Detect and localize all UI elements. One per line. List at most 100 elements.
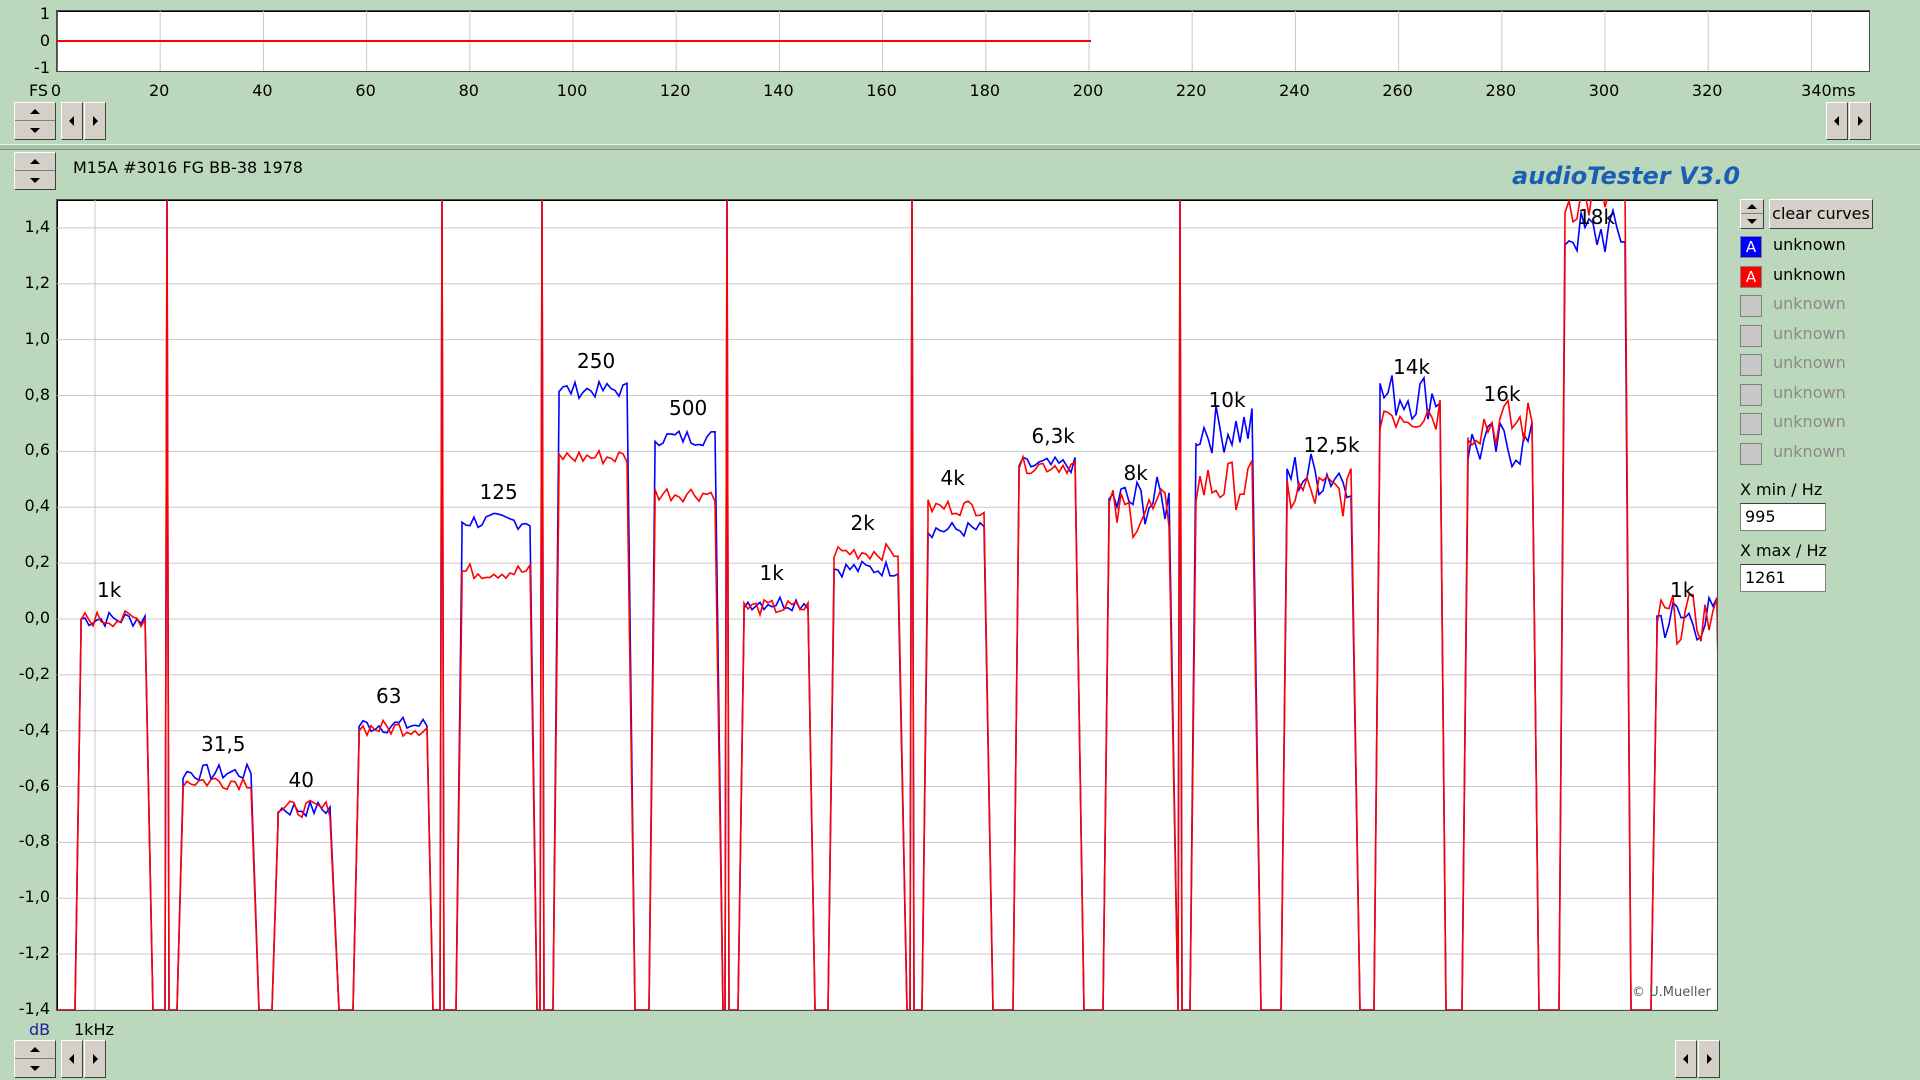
- top-xtick: 340ms: [1801, 81, 1856, 100]
- spin-up-button[interactable]: [15, 1041, 55, 1059]
- fs-label: FS: [29, 81, 49, 100]
- peak-label: 2k: [850, 510, 875, 535]
- arrow-right-icon: [93, 1054, 98, 1064]
- peak-label: 14k: [1393, 354, 1431, 379]
- curve-legend-label: unknown: [1773, 353, 1846, 372]
- curve-red: [57, 177, 1724, 1011]
- peak-label: 40: [288, 767, 314, 792]
- peak-label: 4k: [940, 466, 965, 491]
- top-xtick: 260: [1382, 81, 1413, 100]
- curve-color-swatch[interactable]: A: [1740, 265, 1762, 288]
- main-ytick: 0,8: [24, 384, 50, 404]
- curve-legend-label: unknown: [1773, 323, 1846, 343]
- top-xtick: 200: [1072, 81, 1104, 100]
- chevron-down-icon: [1747, 219, 1757, 224]
- peak-label: 18k: [1578, 205, 1616, 229]
- copyright-label: © U.Mueller: [1632, 985, 1711, 1000]
- curve-color-swatch[interactable]: [1740, 354, 1762, 376]
- top-right-scroll-left-button[interactable]: [1826, 102, 1848, 140]
- main-ytick: -0,6: [18, 775, 50, 795]
- top-ytick: -1: [34, 58, 50, 77]
- curve-color-swatch[interactable]: [1740, 383, 1762, 406]
- unit-label: dB: [29, 1020, 51, 1039]
- xmax-input[interactable]: 1261: [1740, 564, 1826, 592]
- main-ytick: 1,2: [24, 272, 50, 292]
- bottom-scroll-left-button[interactable]: [61, 1040, 83, 1078]
- curve-blue: [57, 199, 1724, 1011]
- main-ytick: -1,2: [18, 943, 50, 963]
- curve-color-swatch[interactable]: [1740, 442, 1762, 465]
- top-xtick: 80: [458, 81, 479, 100]
- top-scroll-left-button[interactable]: [61, 102, 83, 140]
- main-ytick: -1,0: [18, 887, 50, 907]
- top-right-scroll-right-button[interactable]: [1849, 102, 1871, 140]
- top-scale-spinner[interactable]: [14, 102, 56, 140]
- main-ytick: -0,8: [18, 831, 50, 851]
- arrow-left-icon: [69, 116, 74, 126]
- main-scale-spinner[interactable]: [14, 152, 56, 190]
- top-xtick: 20: [149, 81, 170, 100]
- spin-up-button[interactable]: [1741, 200, 1763, 214]
- top-xtick: 60: [355, 81, 376, 100]
- top-scope-plot[interactable]: [56, 10, 1870, 72]
- curve-color-swatch[interactable]: [1740, 295, 1762, 317]
- x-axis-label: 1kHz: [74, 1020, 114, 1039]
- top-xtick: 320: [1691, 81, 1723, 100]
- main-ytick: 1,0: [24, 328, 50, 348]
- top-xtick: 280: [1485, 81, 1517, 100]
- peak-label: 31,5: [201, 731, 246, 756]
- spin-down-button[interactable]: [15, 171, 55, 189]
- curve-color-swatch[interactable]: [1740, 324, 1762, 347]
- arrow-right-icon: [1858, 116, 1863, 126]
- top-ytick: 1: [39, 4, 50, 23]
- bottom-right-scroll-left-button[interactable]: [1675, 1040, 1697, 1078]
- arrow-left-icon: [1834, 116, 1839, 126]
- bottom-right-scroll-right-button[interactable]: [1698, 1040, 1720, 1078]
- spin-down-button[interactable]: [1741, 214, 1763, 228]
- top-xtick: 240: [1279, 81, 1310, 100]
- bottom-scale-spinner[interactable]: [14, 1040, 56, 1078]
- peak-label: 1k: [1670, 577, 1695, 602]
- chevron-up-icon: [30, 158, 40, 164]
- curve-legend-label: unknown: [1773, 382, 1846, 402]
- chevron-down-icon: [30, 1066, 40, 1071]
- main-plot-svg: [57, 177, 1724, 1011]
- app-title: audioTester V3.0: [1512, 162, 1741, 190]
- bottom-scroll-right-button[interactable]: [84, 1040, 106, 1078]
- curve-list-spinner[interactable]: [1740, 199, 1764, 229]
- xmax-label: X max / Hz: [1740, 541, 1827, 560]
- xmin-input[interactable]: 995: [1740, 503, 1826, 531]
- peak-label: 16k: [1483, 382, 1521, 407]
- top-scroll-right-button[interactable]: [84, 102, 106, 140]
- curve-legend-label: unknown: [1773, 294, 1846, 313]
- main-ytick: 1,4: [24, 216, 50, 236]
- spin-up-button[interactable]: [15, 153, 55, 171]
- curve-color-swatch[interactable]: [1740, 413, 1762, 435]
- chevron-up-icon: [1747, 203, 1757, 209]
- top-xtick: 300: [1588, 81, 1620, 100]
- main-ytick: 0,6: [24, 440, 50, 460]
- clear-curves-button[interactable]: clear curves: [1769, 199, 1873, 229]
- spin-down-button[interactable]: [15, 1059, 55, 1077]
- top-xtick: 140: [763, 81, 794, 100]
- top-xtick: 40: [252, 81, 273, 100]
- main-plot[interactable]: [56, 177, 1724, 1011]
- main-ytick: -1,4: [18, 999, 50, 1018]
- spin-up-button[interactable]: [15, 103, 55, 121]
- spin-down-button[interactable]: [15, 121, 55, 139]
- top-xtick: 220: [1175, 81, 1207, 100]
- curve-color-swatch[interactable]: A: [1740, 236, 1762, 258]
- curve-legend-label: unknown: [1773, 264, 1846, 284]
- curve-legend-label: unknown: [1773, 412, 1846, 431]
- main-ytick: 0,4: [24, 496, 50, 516]
- peak-label: 10k: [1208, 388, 1246, 413]
- pane-splitter[interactable]: [0, 144, 1920, 150]
- top-xtick: 120: [659, 81, 691, 100]
- chevron-up-icon: [30, 1046, 40, 1052]
- main-ytick: -0,2: [18, 663, 50, 683]
- peak-label: 500: [669, 396, 708, 421]
- arrow-left-icon: [69, 1054, 74, 1064]
- xmin-label: X min / Hz: [1740, 480, 1823, 499]
- arrow-right-icon: [1707, 1054, 1712, 1064]
- peak-label: 125: [479, 480, 518, 505]
